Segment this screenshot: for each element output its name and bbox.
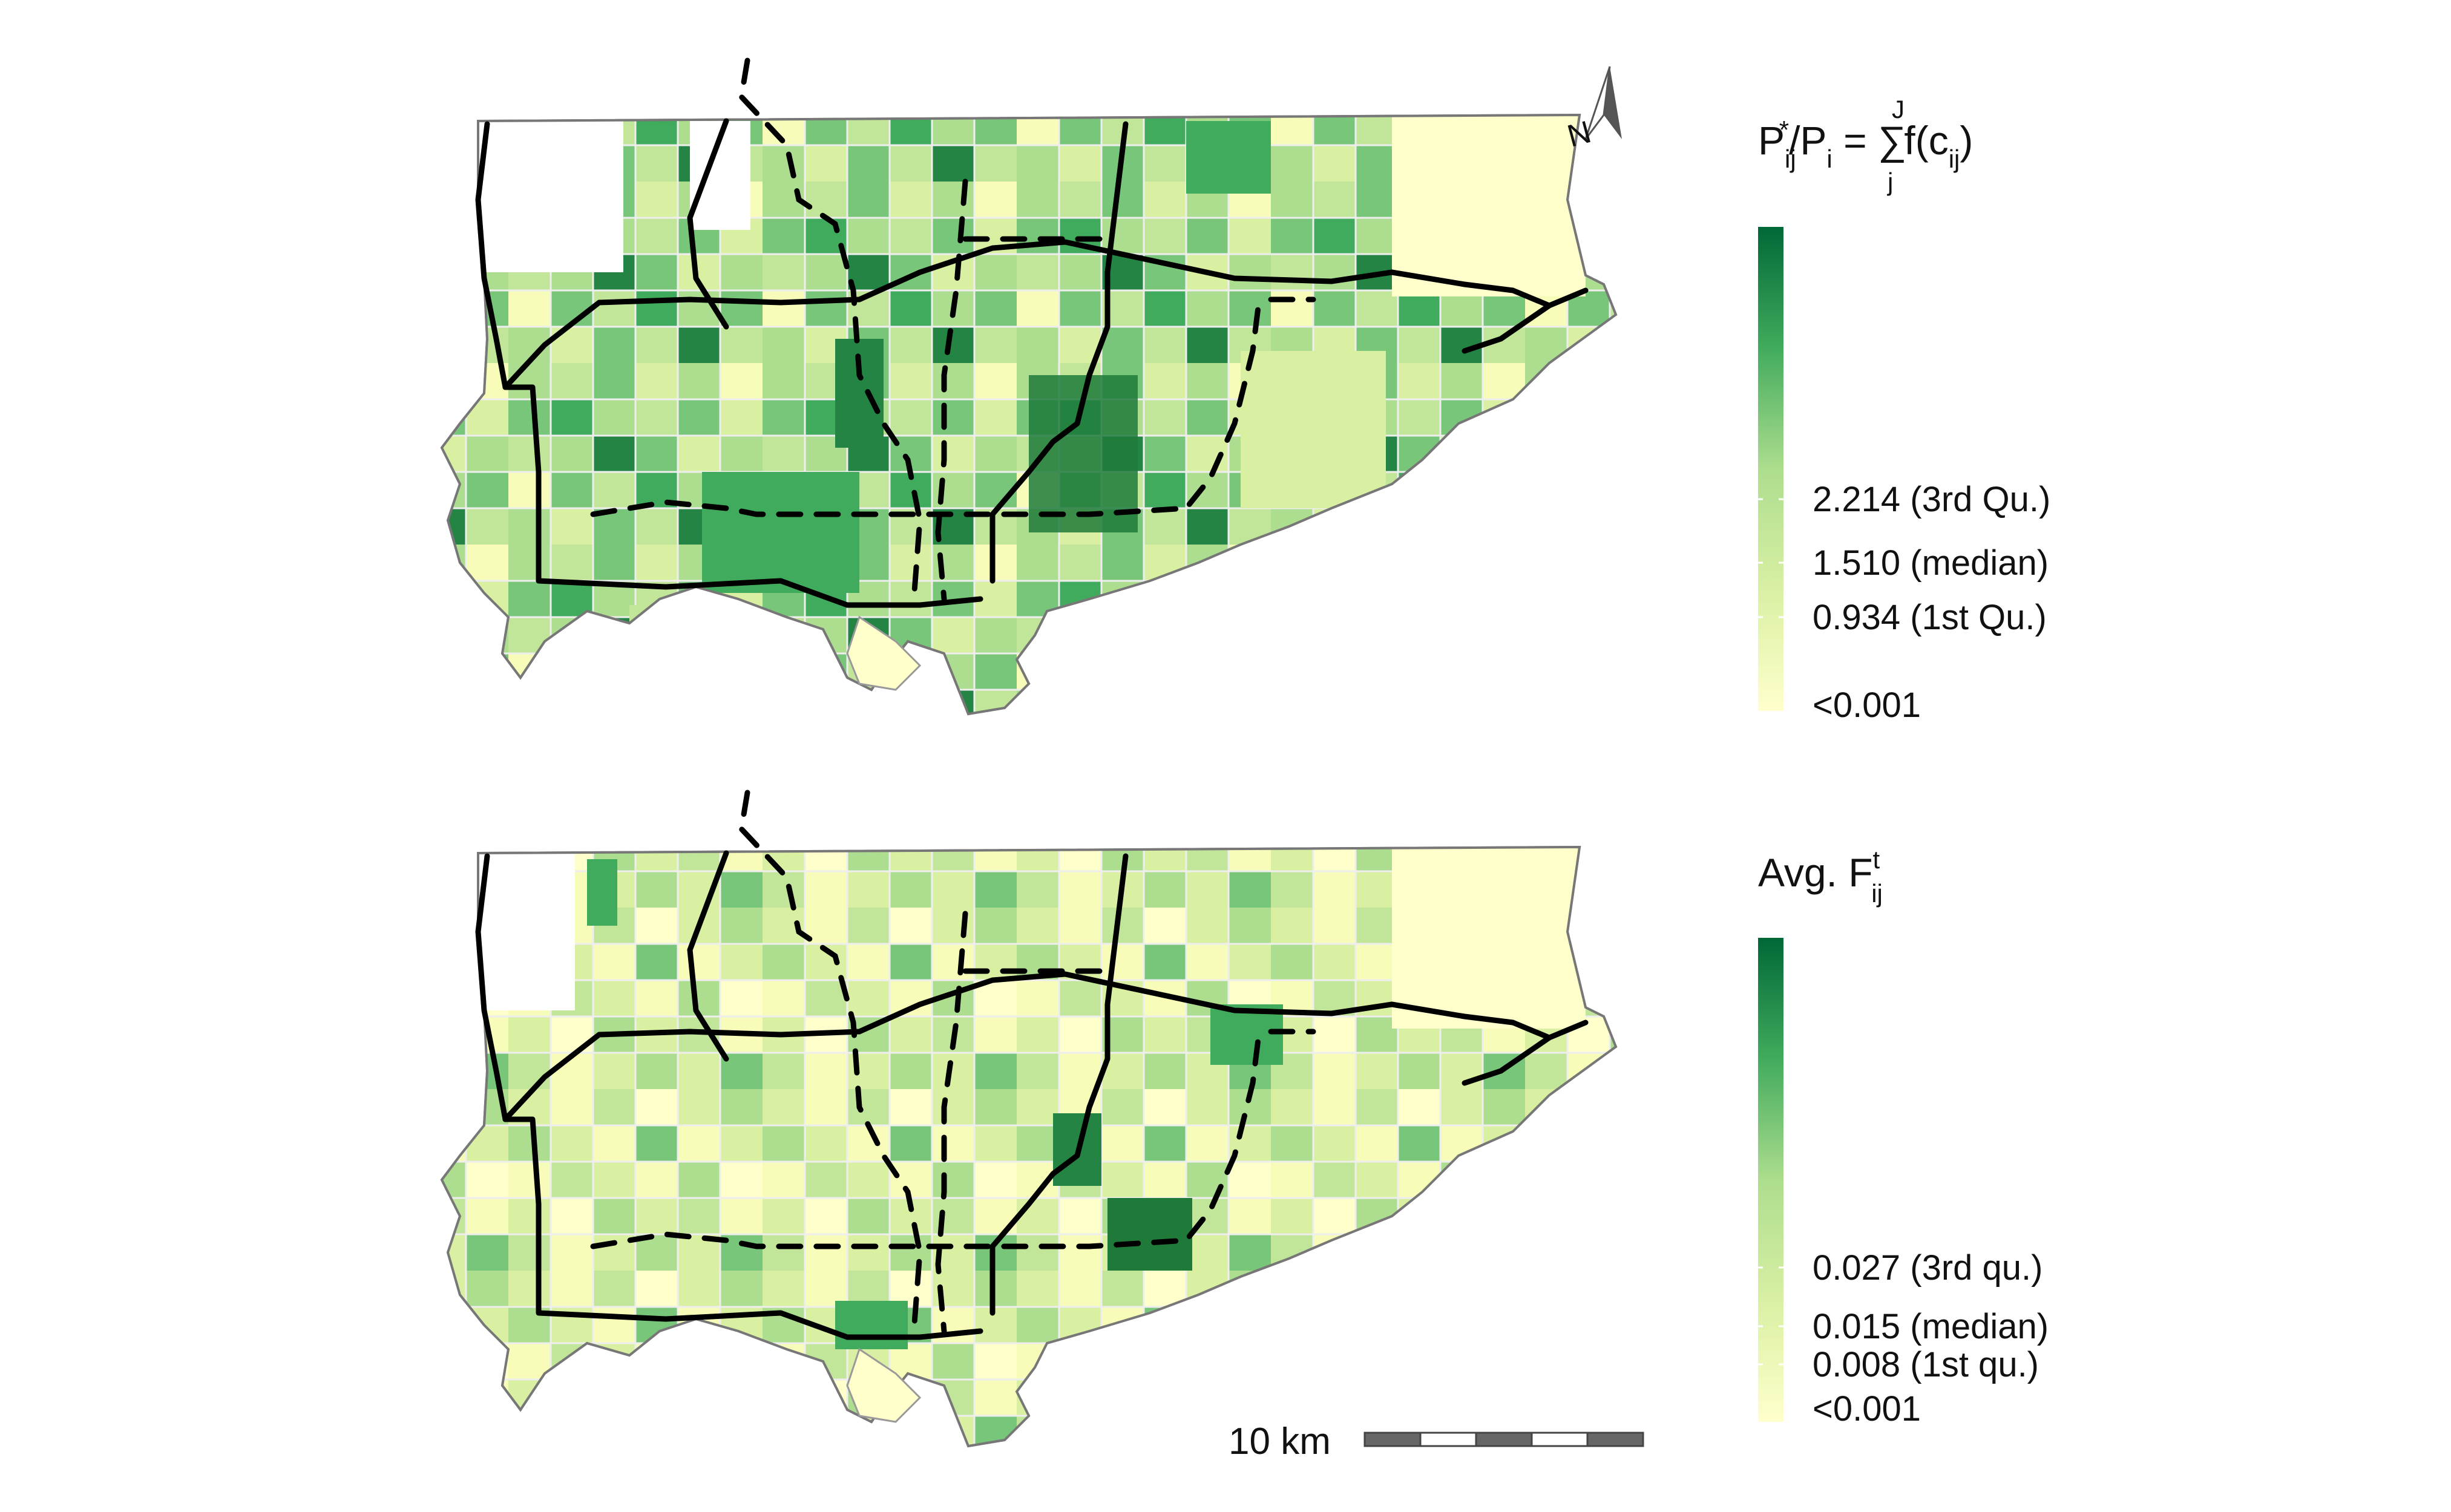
top-legend-label-q3: 2.214 (3rd Qu.): [1813, 480, 2050, 519]
bottom-legend-label-q1: 0.008 (1st qu.): [1813, 1345, 2039, 1384]
top-legend: Pij*/Pi = ∑J jf(cij) 2.214 (3rd Qu.) 1.51…: [1758, 95, 2050, 725]
bottom-legend-title: Avg. Ft ij: [1758, 845, 1883, 908]
top-map-panel: [441, 61, 1617, 715]
top-toronto-island: [846, 615, 922, 691]
bottom-legend-colorbar: [1758, 938, 1783, 1422]
top-legend-title: Pij*/Pi = ∑J jf(cij): [1758, 95, 1973, 196]
top-legend-label-median: 1.510 (median): [1813, 543, 2049, 583]
bottom-legend-label-median: 0.015 (median): [1813, 1307, 2049, 1346]
scale-bar-label: 10 km: [1229, 1421, 1331, 1462]
bottom-legend: Avg. Ft ij 0.027 (3rd qu.) 0.015 (median)…: [1758, 845, 2049, 1429]
top-legend-colorbar: [1758, 227, 1783, 711]
scale-bar: 10 km: [1229, 1421, 1644, 1462]
top-legend-label-q1: 0.934 (1st Qu.): [1813, 598, 2047, 637]
bottom-legend-label-min: <0.001: [1813, 1389, 1921, 1429]
top-legend-label-min: <0.001: [1813, 686, 1921, 725]
bottom-toronto-island: [846, 1347, 922, 1423]
north-arrow: N: [1564, 66, 1622, 154]
bottom-legend-label-q3: 0.027 (3rd qu.): [1813, 1248, 2042, 1288]
bottom-map-panel: [441, 793, 1617, 1447]
